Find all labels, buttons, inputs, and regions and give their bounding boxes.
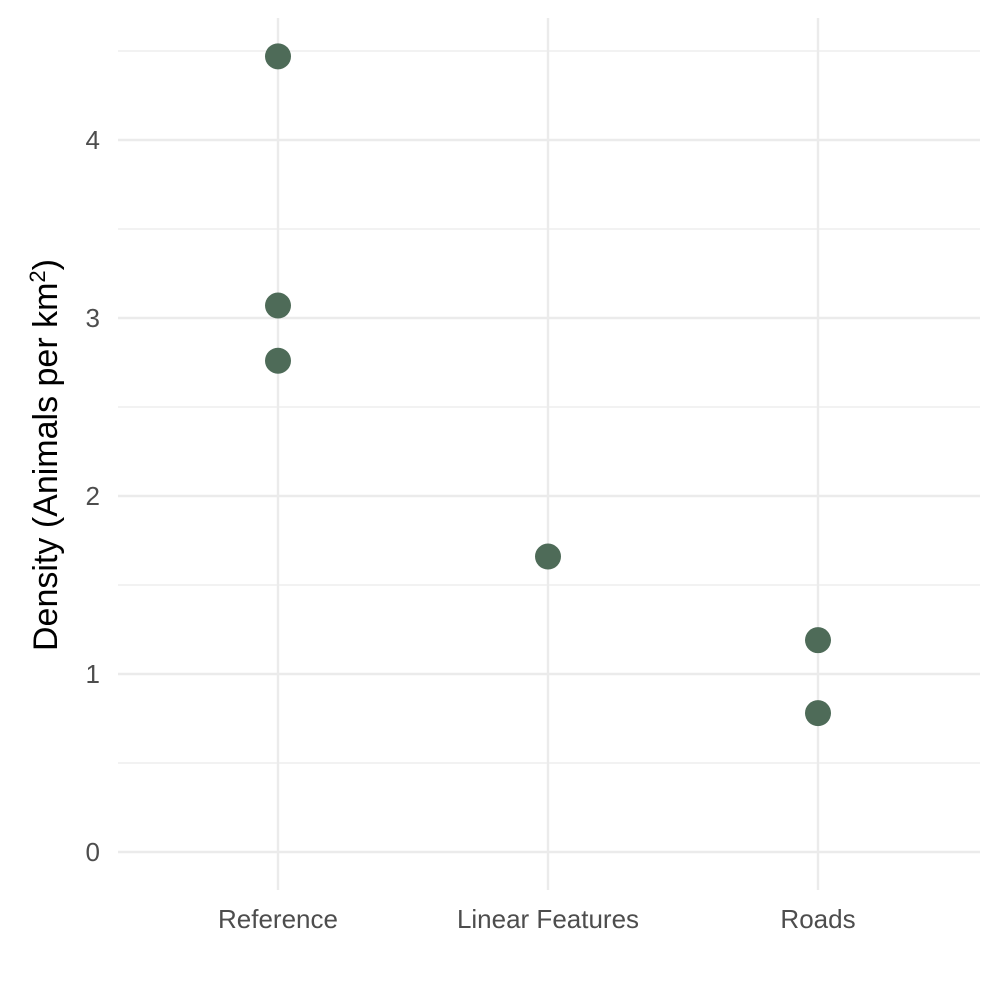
data-point [535, 543, 561, 570]
y-tick-label: 2 [86, 481, 100, 511]
data-point [265, 347, 291, 374]
data-point [805, 627, 831, 654]
y-tick-label: 1 [86, 659, 100, 689]
data-point [265, 292, 291, 319]
y-axis-title-main: Density (Animals per km [27, 283, 65, 651]
y-tick-label: 3 [86, 303, 100, 333]
plot-grid [118, 18, 980, 890]
x-tick-label: Roads [780, 904, 855, 934]
y-axis-tick-labels: 0 1 2 3 4 [86, 125, 100, 867]
data-point [805, 700, 831, 727]
x-axis-tick-labels: Reference Linear Features Roads [218, 904, 856, 934]
x-tick-label: Reference [218, 904, 338, 934]
y-tick-label: 4 [86, 125, 100, 155]
y-axis-title-superscript: 2 [25, 270, 50, 282]
y-axis-title: Density (Animals per km2) [25, 259, 66, 651]
y-axis-title-suffix: ) [27, 259, 65, 270]
data-point [265, 43, 291, 70]
y-tick-label: 0 [86, 837, 100, 867]
data-points [265, 43, 831, 727]
x-tick-label: Linear Features [457, 904, 639, 934]
